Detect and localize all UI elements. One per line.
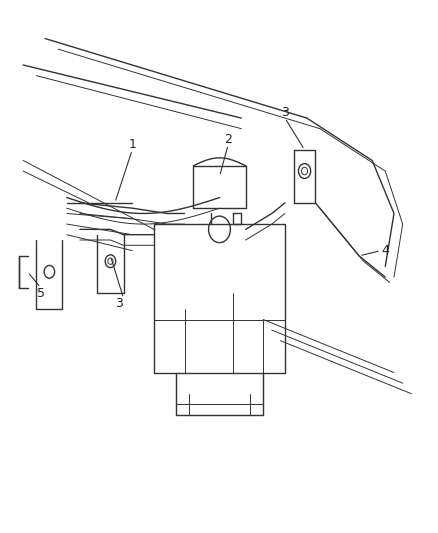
Text: 3: 3: [115, 297, 123, 310]
Text: 2: 2: [224, 133, 232, 146]
Text: 4: 4: [381, 244, 389, 257]
Text: 1: 1: [128, 138, 136, 151]
Text: 3: 3: [280, 106, 288, 119]
Text: 5: 5: [36, 287, 45, 300]
